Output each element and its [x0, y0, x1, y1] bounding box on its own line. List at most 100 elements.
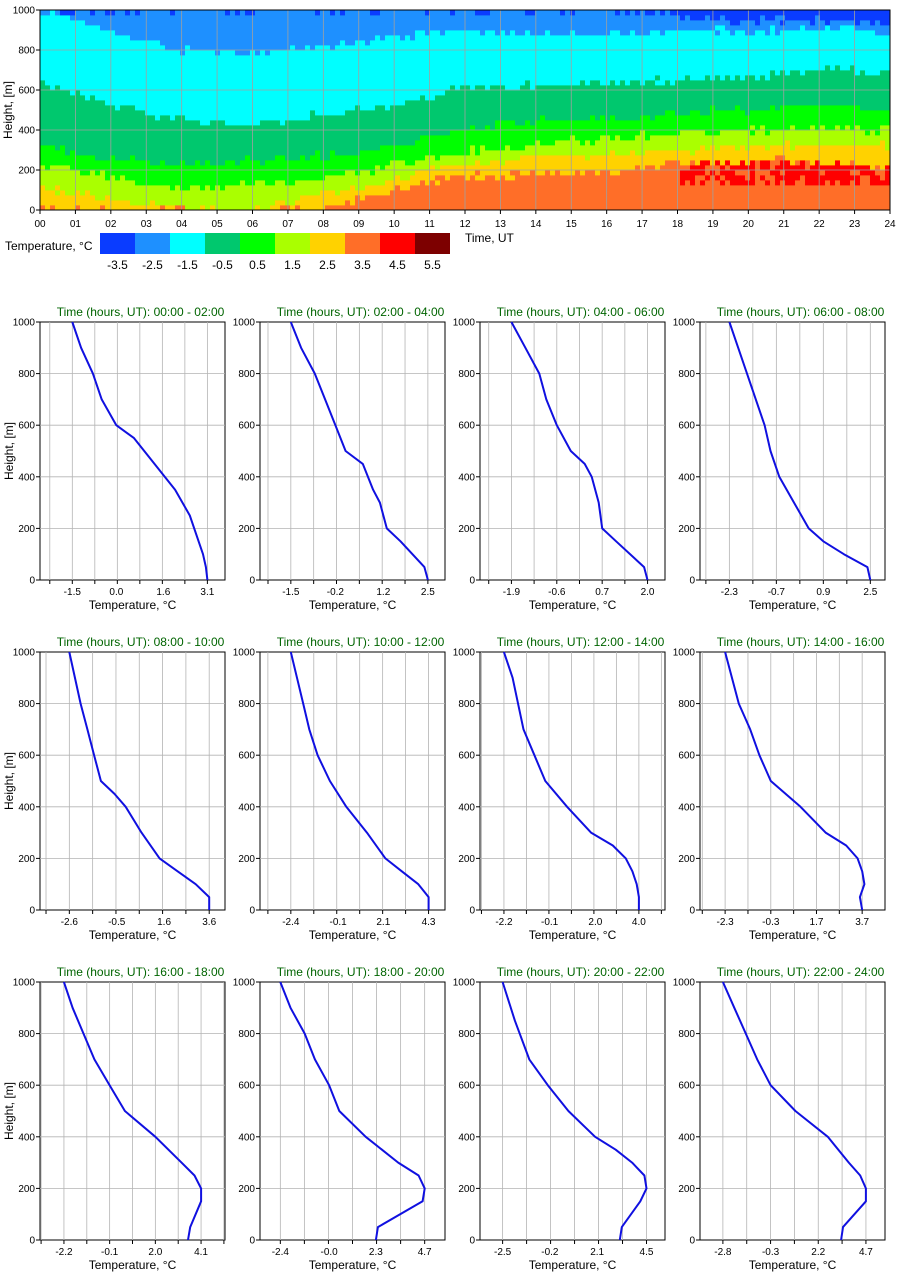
heatmap-cell [160, 20, 166, 26]
heatmap-cell [335, 15, 341, 21]
heatmap-cell [420, 150, 426, 156]
heatmap-cell [480, 125, 486, 131]
heatmap-cell [650, 120, 656, 126]
heatmap-cell [495, 190, 501, 196]
heatmap-cell [65, 120, 71, 126]
heatmap-cell [485, 205, 491, 211]
heatmap-cell [200, 20, 206, 26]
heatmap-cell [235, 160, 241, 166]
heatmap-cell [495, 75, 501, 81]
heatmap-cell [315, 105, 321, 111]
heatmap-cell [365, 125, 371, 131]
heatmap-cell [205, 140, 211, 146]
heatmap-cell [555, 80, 561, 86]
heatmap-cell [200, 75, 206, 81]
heatmap-cell [255, 180, 261, 186]
heatmap-cell [105, 205, 111, 211]
heatmap-cell [85, 15, 91, 21]
heatmap-cell [230, 205, 236, 211]
heatmap-cell [430, 95, 436, 101]
heatmap-cell [110, 15, 116, 21]
heatmap-cell [335, 175, 341, 181]
heatmap-cell [95, 155, 101, 161]
heatmap-cell [490, 50, 496, 56]
heatmap-cell [565, 120, 571, 126]
heatmap-cell [460, 50, 466, 56]
heatmap-cell [365, 55, 371, 61]
heatmap-cell [380, 65, 386, 71]
heatmap-cell [320, 20, 326, 26]
heatmap-cell [645, 140, 651, 146]
heatmap-cell [260, 120, 266, 126]
heatmap-cell [610, 55, 616, 61]
heatmap-cell [430, 40, 436, 46]
heatmap-cell [460, 150, 466, 156]
heatmap-cell [525, 40, 531, 46]
heatmap-cell [320, 25, 326, 31]
heatmap-cell [190, 160, 196, 166]
heatmap-cell [155, 90, 161, 96]
heatmap-cell [145, 115, 151, 121]
heatmap-cell [215, 155, 221, 161]
heatmap-cell [345, 35, 351, 41]
heatmap-cell [230, 200, 236, 206]
heatmap-cell [635, 170, 641, 176]
heatmap-cell [660, 120, 666, 126]
heatmap-cell [315, 100, 321, 106]
heatmap-cell [160, 115, 166, 121]
heatmap-cell [655, 105, 661, 111]
heatmap-cell [555, 190, 561, 196]
heatmap-cell [75, 40, 81, 46]
heatmap-cell [510, 70, 516, 76]
heatmap-cell [140, 25, 146, 31]
heatmap-cell [565, 160, 571, 166]
heatmap-cell [420, 105, 426, 111]
heatmap-cell [575, 155, 581, 161]
heatmap-cell [145, 110, 151, 116]
heatmap-cell [280, 85, 286, 91]
heatmap-cell [145, 205, 151, 211]
heatmap-cell [260, 45, 266, 51]
heatmap-cell [650, 50, 656, 56]
heatmap-cell [105, 195, 111, 201]
heatmap-cell [585, 20, 591, 26]
heatmap-cell [635, 205, 641, 211]
heatmap-cell [440, 175, 446, 181]
heatmap-cell [310, 200, 316, 206]
heatmap-cell [50, 175, 56, 181]
heatmap-cell [515, 15, 521, 21]
heatmap-cell [150, 25, 156, 31]
heatmap-cell [575, 100, 581, 106]
heatmap-cell [350, 170, 356, 176]
heatmap-cell [415, 170, 421, 176]
heatmap-cell [55, 60, 61, 66]
heatmap-cell [660, 25, 666, 31]
heatmap-cell [210, 110, 216, 116]
heatmap-cell [160, 60, 166, 66]
heatmap-cell [545, 140, 551, 146]
heatmap-cell [600, 75, 606, 81]
heatmap-cell [535, 20, 541, 26]
heatmap-cell [365, 20, 371, 26]
heatmap-cell [485, 170, 491, 176]
heatmap-cell [305, 100, 311, 106]
heatmap-cell [530, 165, 536, 171]
heatmap-cell [370, 160, 376, 166]
heatmap-cell [435, 185, 441, 191]
heatmap-cell [350, 150, 356, 156]
heatmap-cell [265, 75, 271, 81]
heatmap-cell [405, 160, 411, 166]
heatmap-cell [255, 130, 261, 136]
heatmap-cell [265, 35, 271, 41]
heatmap-cell [520, 60, 526, 66]
heatmap-cell [45, 205, 51, 211]
heatmap-cell [45, 40, 51, 46]
heatmap-cell [100, 145, 106, 151]
heatmap-cell [225, 125, 231, 131]
heatmap-cell [580, 60, 586, 66]
heatmap-cell [595, 60, 601, 66]
heatmap-cell [395, 20, 401, 26]
heatmap-cell [255, 120, 261, 126]
heatmap-cell [435, 95, 441, 101]
heatmap-cell [610, 115, 616, 121]
